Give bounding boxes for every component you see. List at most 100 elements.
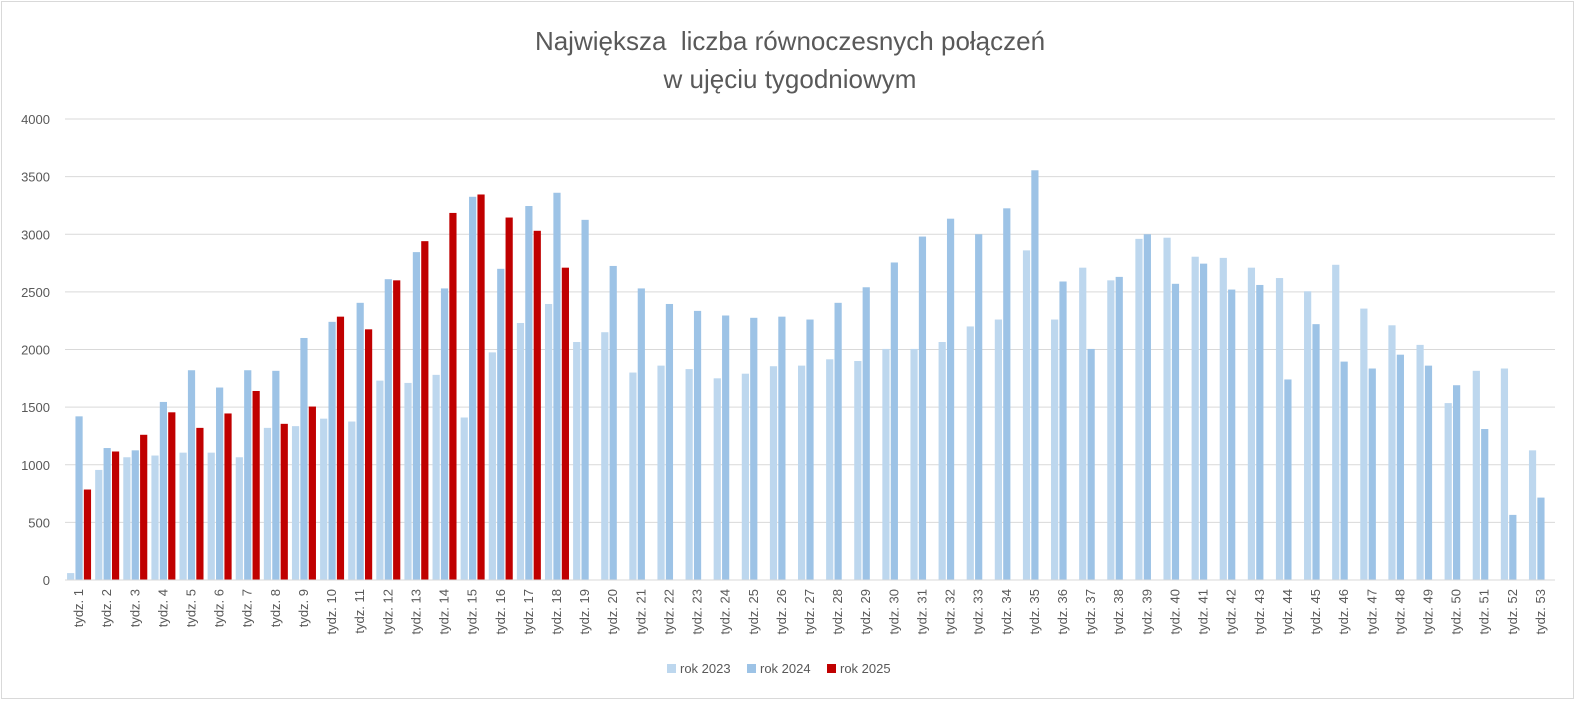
- bar-rok-2023-43: [1247, 267, 1256, 580]
- bar-rok-2023-16: [488, 352, 496, 580]
- bar-rok-2024-44: [1284, 379, 1292, 580]
- bar-rok-2024-45: [1312, 324, 1320, 580]
- legend: rok 2023 rok 2024 rok 2025: [667, 661, 891, 676]
- bar-rok-2023-9: [291, 426, 300, 580]
- bar-rok-2024-24: [722, 315, 730, 580]
- bar-rok-2023-15: [460, 417, 468, 580]
- bar-rok-2023-20: [601, 332, 609, 580]
- bar-rok-2024-16: [497, 268, 505, 580]
- x-tick-label: tydz. 11: [352, 589, 367, 634]
- bars: [67, 170, 1545, 581]
- x-tick-label: tydz. 27: [802, 589, 817, 635]
- bar-rok-2023-32: [938, 342, 946, 580]
- x-tick-label: tydz. 25: [746, 589, 761, 635]
- bar-rok-2024-3: [131, 450, 139, 580]
- bar-rok-2023-36: [1051, 319, 1059, 580]
- bar-rok-2024-27: [806, 319, 814, 580]
- bar-rok-2025-13: [421, 241, 429, 581]
- bar-rok-2024-23: [693, 310, 702, 580]
- bar-rok-2023-14: [432, 374, 440, 580]
- x-tick-label: tydz. 48: [1392, 589, 1407, 635]
- bar-rok-2023-51: [1472, 370, 1480, 580]
- bar-rok-2023-29: [854, 361, 862, 580]
- bar-rok-2024-7: [244, 370, 252, 580]
- bar-rok-2024-30: [890, 262, 898, 580]
- bar-rok-2024-37: [1087, 348, 1095, 580]
- bar-rok-2024-40: [1171, 283, 1180, 580]
- bar-rok-2024-21: [637, 288, 645, 580]
- bar-rok-2025-18: [561, 267, 569, 580]
- bar-rok-2024-43: [1256, 284, 1264, 580]
- y-tick-label: 4000: [21, 112, 50, 127]
- x-tick-label: tydz. 4: [155, 589, 170, 627]
- bar-rok-2023-34: [994, 319, 1002, 580]
- bar-rok-2024-10: [328, 321, 336, 580]
- legend-label: rok 2023: [680, 661, 731, 676]
- bar-rok-2023-53: [1528, 450, 1537, 580]
- bar-rok-2023-38: [1107, 280, 1115, 580]
- y-tick-label: 500: [28, 515, 50, 530]
- bar-rok-2024-6: [216, 387, 224, 580]
- legend-swatch-rok-2023: [667, 664, 676, 673]
- x-tick-label: tydz. 10: [324, 589, 339, 635]
- bar-rok-2025-5: [196, 427, 204, 580]
- x-tick-label: tydz. 2: [99, 589, 114, 627]
- bar-rok-2023-50: [1444, 403, 1452, 580]
- bar-rok-2025-2: [111, 451, 120, 580]
- x-tick-label: tydz. 12: [380, 589, 395, 635]
- legend-label: rok 2024: [760, 661, 811, 676]
- bar-rok-2023-5: [179, 452, 187, 580]
- x-tick-label: tydz. 40: [1167, 589, 1182, 635]
- x-tick-label: tydz. 15: [465, 589, 480, 635]
- x-tick-label: tydz. 43: [1252, 589, 1267, 635]
- bar-rok-2024-2: [103, 448, 111, 580]
- x-tick-label: tydz. 35: [1027, 589, 1042, 635]
- bar-rok-2024-49: [1424, 365, 1433, 580]
- bar-rok-2023-49: [1416, 344, 1424, 580]
- x-tick-label: tydz. 14: [437, 589, 452, 635]
- x-tick-label: tydz. 16: [493, 589, 508, 635]
- bar-rok-2024-13: [412, 252, 421, 580]
- bar-rok-2023-21: [629, 372, 637, 580]
- x-tick-label: tydz. 42: [1224, 589, 1239, 635]
- bar-rok-2024-39: [1143, 234, 1151, 580]
- bar-rok-2023-47: [1360, 308, 1368, 580]
- bar-rok-2024-51: [1481, 429, 1489, 580]
- bar-rok-2023-24: [713, 378, 721, 580]
- bar-rok-2024-47: [1368, 368, 1376, 580]
- legend-swatch-rok-2025: [827, 664, 836, 673]
- x-tick-label: tydz. 52: [1505, 589, 1520, 635]
- x-tick-label: tydz. 51: [1477, 589, 1492, 635]
- bar-rok-2024-22: [665, 303, 674, 580]
- chart-title-line-1: Największa liczba równoczesnych połączeń: [535, 26, 1045, 56]
- bar-rok-2025-17: [533, 230, 541, 581]
- bar-rok-2023-17: [516, 322, 525, 580]
- x-tick-label: tydz. 34: [999, 589, 1014, 635]
- x-tick-label: tydz. 26: [774, 589, 789, 635]
- bar-rok-2024-19: [581, 219, 589, 580]
- bar-rok-2023-1: [67, 573, 75, 580]
- x-tick-label: tydz. 41: [1196, 589, 1211, 635]
- x-tick-label: tydz. 37: [1083, 589, 1098, 635]
- bar-rok-2025-10: [336, 316, 345, 580]
- bar-rok-2024-36: [1059, 281, 1067, 580]
- bar-rok-2025-15: [477, 194, 485, 580]
- x-tick-label: tydz. 22: [661, 589, 676, 635]
- bar-rok-2024-15: [469, 196, 477, 580]
- bar-rok-2023-3: [123, 457, 131, 580]
- bar-rok-2024-38: [1115, 276, 1123, 580]
- y-tick-label: 1500: [21, 400, 50, 415]
- bar-rok-2023-6: [207, 452, 215, 580]
- bar-rok-2024-41: [1199, 263, 1208, 580]
- bar-rok-2023-31: [910, 348, 918, 580]
- y-tick-label: 0: [43, 573, 50, 588]
- bar-rok-2024-31: [918, 236, 927, 580]
- bar-rok-2025-8: [280, 423, 288, 580]
- bar-rok-2023-4: [151, 455, 159, 580]
- bar-rok-2024-18: [553, 192, 561, 580]
- y-tick-label: 2000: [21, 343, 50, 358]
- x-tick-label: tydz. 49: [1420, 589, 1435, 635]
- bar-rok-2025-12: [393, 280, 401, 580]
- x-tick-label: tydz. 33: [971, 589, 986, 635]
- bar-rok-2025-3: [140, 434, 148, 580]
